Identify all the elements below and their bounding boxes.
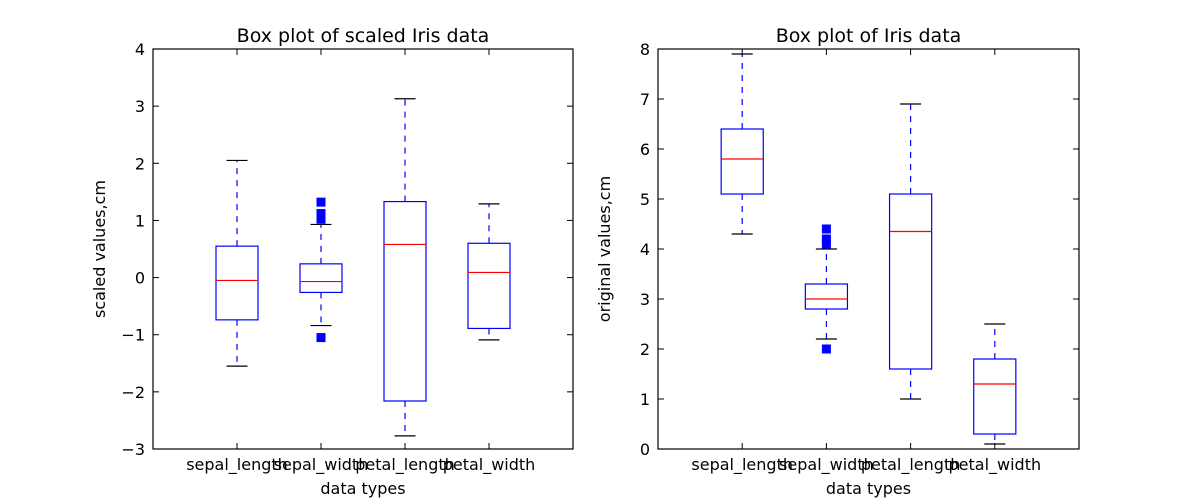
box-petal_length (888, 103, 933, 400)
x-tick-label: petal_length (861, 455, 961, 475)
iqr-box (215, 245, 259, 321)
y-tick-label: 3 (640, 290, 650, 309)
flier-point (821, 224, 831, 234)
flier-point (316, 333, 326, 343)
y-tick-label: 4 (135, 40, 145, 59)
y-tick-label: 3 (135, 97, 145, 116)
x-tick-label: sepal_width (779, 455, 874, 475)
y-tick-label: 1 (135, 211, 145, 230)
x-tick-label: petal_width (948, 455, 1041, 475)
chart-title: Box plot of scaled Iris data (237, 25, 490, 47)
x-axis-label: data types (320, 479, 405, 498)
chart-scaled-iris: Box plot of scaled Iris data −3 −2 −1 0 1 2 3 4 s… (90, 25, 574, 498)
box-sepal_length (720, 53, 764, 235)
chart-title: Box plot of Iris data (776, 25, 962, 47)
flier-point (316, 214, 326, 224)
y-tick-label: 2 (135, 154, 145, 173)
x-tick-label: sepal_length (691, 455, 793, 475)
x-tick-label: sepal_width (274, 455, 369, 475)
y-tick-label: 8 (640, 40, 650, 59)
flier-point (821, 344, 831, 354)
y-tick-label: 2 (640, 340, 650, 359)
y-tick-label: −1 (121, 326, 145, 345)
box-sepal_length (215, 159, 259, 367)
y-axis-label: scaled values,cm (90, 180, 109, 318)
y-tick-label: 1 (640, 390, 650, 409)
y-tick-label: 0 (640, 440, 650, 459)
iqr-box (467, 242, 511, 330)
iqr-box (973, 358, 1017, 435)
axes-frame (152, 48, 574, 450)
iqr-box (299, 263, 343, 294)
y-tick-label: 5 (640, 190, 650, 209)
iqr-box (383, 200, 427, 402)
flier-point (821, 239, 831, 249)
box-petal_width (973, 323, 1017, 445)
y-tick-label: −2 (121, 383, 145, 402)
y-tick-label: −3 (121, 440, 145, 459)
box-petal_width (467, 203, 511, 341)
y-tick-label: 7 (640, 90, 650, 109)
x-axis-label: data types (826, 479, 911, 498)
y-tick-label: 0 (135, 269, 145, 288)
flier-point (316, 197, 326, 207)
y-axis-label: original values,cm (595, 176, 614, 322)
box-sepal_width (804, 224, 849, 354)
y-tick-label: 4 (640, 240, 650, 259)
box-petal_length (383, 98, 427, 437)
x-tick-label: sepal_length (186, 455, 288, 475)
iqr-box (720, 128, 764, 195)
chart-original-iris: Box plot of Iris data 0 1 2 3 4 5 6 7 8 sepal_leng… (595, 25, 1080, 498)
x-tick-label: petal_length (355, 455, 455, 475)
y-tick-label: 6 (640, 140, 650, 159)
x-tick-label: petal_width (443, 455, 536, 475)
iqr-box (888, 193, 933, 370)
box-sepal_width (299, 197, 343, 343)
iqr-box (804, 283, 849, 310)
